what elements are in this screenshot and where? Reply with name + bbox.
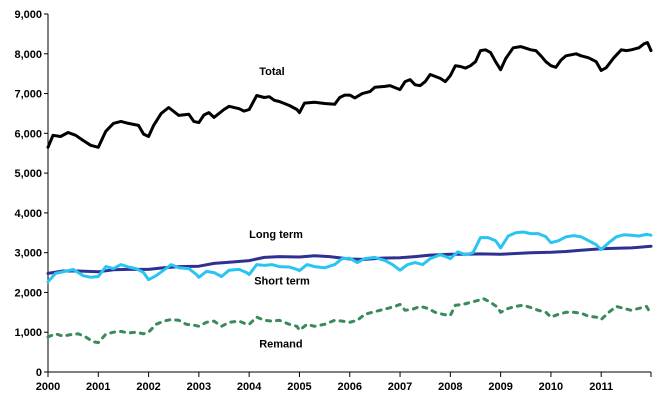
y-tick-label: 2,000 — [14, 287, 42, 299]
total-series-line — [46, 41, 653, 149]
x-tick-label: 2009 — [488, 381, 512, 393]
x-tick-label: 2004 — [237, 381, 262, 393]
remand-series-line — [46, 296, 653, 345]
short-term-series-label: Short term — [254, 275, 310, 287]
y-tick-label: 3,000 — [14, 248, 42, 260]
x-tick-label: 2003 — [187, 381, 211, 393]
y-tick-label: 4,000 — [14, 208, 42, 220]
x-tick-label: 2006 — [338, 381, 362, 393]
y-tick-label: 5,000 — [14, 168, 42, 180]
y-tick-label: 9,000 — [14, 9, 42, 21]
short-term-series-line — [46, 230, 653, 284]
x-tick-label: 2010 — [539, 381, 563, 393]
total-series-label: Total — [259, 66, 284, 78]
chart-series — [46, 41, 653, 345]
x-axis-ticks: 2000 2001 2002 2003 2004 2005 2006 2007 2008 2009… — [36, 372, 652, 393]
long-term-series-label: Long term — [249, 229, 303, 241]
chart-axes — [47, 14, 651, 373]
x-tick-label: 2000 — [36, 381, 60, 393]
y-tick-label: 8,000 — [14, 49, 42, 61]
x-tick-label: 2001 — [86, 381, 110, 393]
y-tick-label: 1,000 — [14, 327, 42, 339]
y-axis-ticks: 0 1,000 2,000 3,000 4,000 5,000 6,000 7,000 8,00… — [14, 9, 48, 379]
y-tick-label: 6,000 — [14, 128, 42, 140]
y-tick-label: 7,000 — [14, 89, 42, 101]
x-tick-label: 2002 — [136, 381, 160, 393]
remand-series-label: Remand — [259, 338, 302, 350]
y-tick-label: 0 — [36, 367, 42, 379]
x-tick-label: 2005 — [287, 381, 311, 393]
series-labels: Total Long term Short term Remand — [249, 66, 310, 350]
x-tick-label: 2008 — [438, 381, 462, 393]
x-tick-label: 2007 — [388, 381, 412, 393]
x-tick-label: 2011 — [589, 381, 613, 393]
